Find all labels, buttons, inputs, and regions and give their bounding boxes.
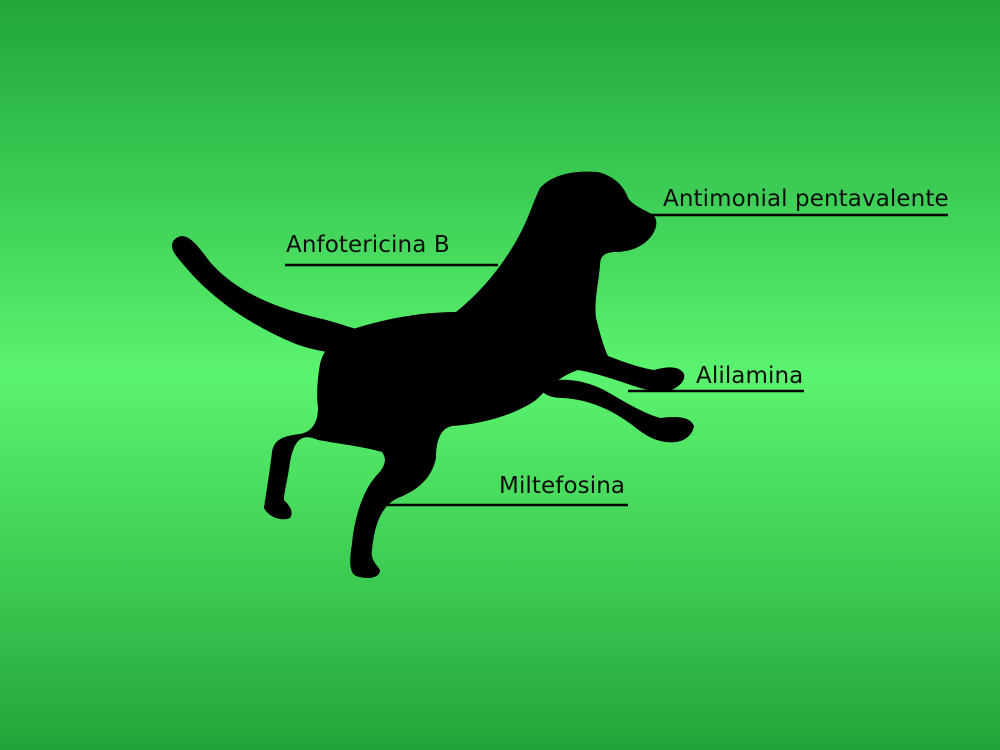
dog-silhouette [264,171,685,579]
label-antimonial-pentavalente: Antimonial pentavalente [663,186,949,212]
label-alilamina: Alilamina [696,363,804,389]
label-anfotericina-b: Anfotericina B [286,232,450,258]
dog-tail [171,236,372,354]
label-miltefosina: Miltefosina [499,473,626,499]
dog-front-leg [540,379,694,443]
